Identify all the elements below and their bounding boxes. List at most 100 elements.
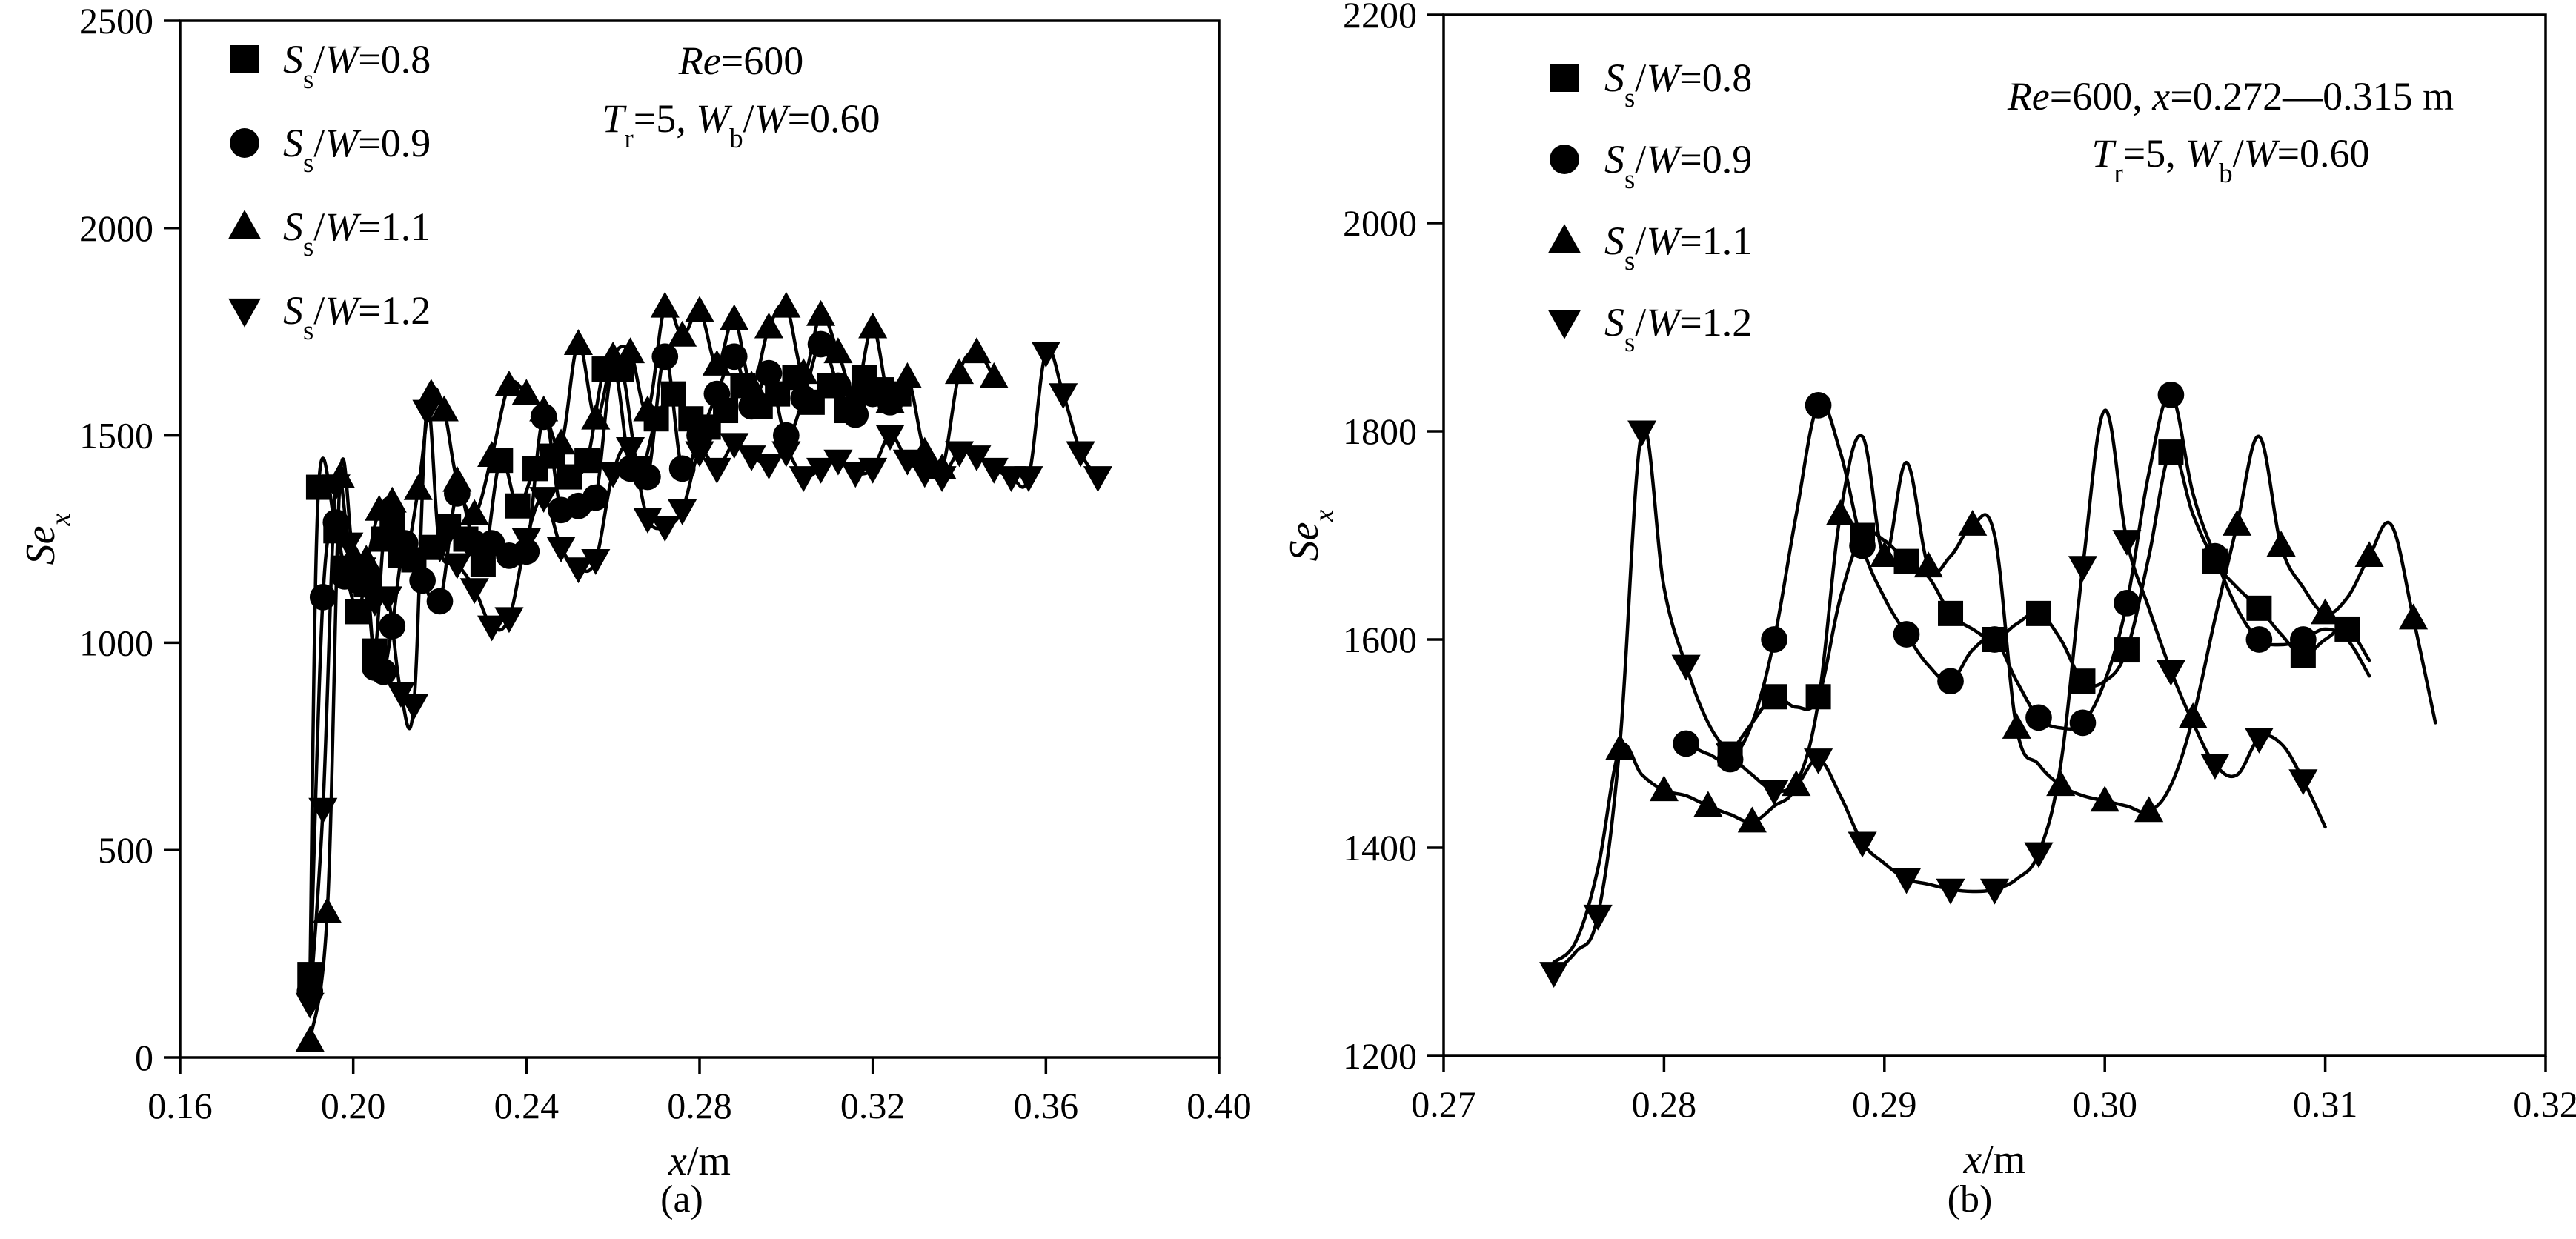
- y-tick-label: 2200: [1343, 0, 1417, 36]
- data-point-triangle-up: [615, 337, 645, 364]
- data-point-triangle-down: [1539, 962, 1569, 988]
- data-point-circle: [842, 401, 869, 428]
- data-point-triangle-up: [737, 371, 766, 396]
- condition-annotation: Re=600: [678, 39, 803, 83]
- data-point-circle: [1805, 392, 1832, 419]
- data-point-triangle-up: [962, 337, 992, 364]
- y-tick-label: 2500: [79, 0, 153, 41]
- legend-label: Ss/W=0.9: [283, 121, 431, 178]
- data-point-circle: [1893, 621, 1920, 648]
- data-point-triangle-up: [2134, 796, 2164, 823]
- data-point-square: [2246, 595, 2272, 621]
- data-point-triangle-up: [720, 304, 749, 330]
- data-point-triangle-up: [771, 291, 801, 318]
- data-point-triangle-up: [477, 441, 507, 468]
- data-point-circle: [738, 393, 765, 420]
- data-point-square: [345, 599, 371, 625]
- x-tick-label: 0.28: [1632, 1083, 1697, 1125]
- y-tick-label: 1600: [1343, 619, 1417, 660]
- series-circle: [296, 330, 903, 1005]
- data-point-triangle-down: [875, 425, 905, 451]
- data-point-triangle-down: [806, 457, 836, 484]
- data-point-triangle-down: [962, 445, 992, 471]
- data-point-triangle-up: [2311, 598, 2340, 625]
- x-tick-label: 0.28: [667, 1085, 732, 1126]
- data-point-triangle-up: [442, 465, 472, 492]
- legend-marker-square: [1550, 64, 1579, 92]
- x-tick-label: 0.27: [1411, 1083, 1476, 1125]
- data-point-triangle-up: [789, 358, 818, 385]
- data-point-triangle-down: [1627, 420, 1657, 447]
- panel-caption: (a): [660, 1178, 703, 1220]
- series-triangle-down: [295, 342, 1112, 1019]
- legend-marker-circle: [1550, 145, 1579, 174]
- data-point-circle: [703, 380, 731, 408]
- data-point-triangle-down: [321, 474, 351, 501]
- legend-marker-triangle-up: [228, 210, 261, 239]
- data-point-triangle-down: [347, 557, 376, 584]
- data-point-circle: [2069, 709, 2097, 737]
- legend-label: Ss/W=1.1: [283, 205, 431, 262]
- data-point-triangle-up: [295, 1026, 325, 1052]
- data-point-circle: [1981, 626, 2008, 653]
- data-point-triangle-down: [823, 449, 853, 476]
- data-point-triangle-up: [429, 395, 459, 422]
- data-point-triangle-down: [685, 441, 714, 468]
- plot-frame: [1442, 13, 2547, 1057]
- y-tick-label: 2000: [79, 207, 153, 249]
- data-point-square: [1938, 600, 1964, 626]
- data-point-triangle-down: [754, 454, 784, 480]
- data-point-square: [574, 448, 600, 474]
- chart-panel-b: 0.27 0.28 0.29 0.30 0.31 0.32 1200 1400 1600 1800…: [1281, 0, 2576, 1220]
- data-point-triangle-up: [2354, 541, 2384, 568]
- data-point-triangle-up: [313, 897, 342, 923]
- data-point-triangle-up: [1737, 806, 1767, 833]
- data-point-triangle-up: [1958, 510, 1988, 536]
- y-tick-label: 2000: [1343, 202, 1417, 244]
- y-tick-label: 1500: [79, 415, 153, 456]
- y-tick-label: 0: [135, 1037, 153, 1078]
- data-point-triangle-down: [1804, 748, 1833, 774]
- legend-marker-triangle-up: [1548, 224, 1581, 253]
- x-tick-label: 0.24: [494, 1085, 560, 1126]
- data-point-triangle-down: [399, 694, 428, 720]
- data-point-circle: [1849, 532, 1876, 559]
- data-point-square: [2070, 668, 2096, 694]
- data-point-triangle-up: [546, 428, 576, 455]
- data-point-triangle-up: [944, 358, 975, 385]
- data-point-triangle-down: [892, 449, 922, 476]
- y-axis-title: Sex: [18, 514, 76, 565]
- data-point-triangle-down: [1031, 342, 1060, 368]
- data-point-triangle-down: [1083, 466, 1112, 492]
- data-point-triangle-down: [2244, 728, 2274, 754]
- data-point-triangle-down: [442, 553, 472, 579]
- data-point-triangle-up: [377, 486, 407, 513]
- legend-label: Ss/W=0.8: [283, 37, 431, 94]
- y-tick-label: 1800: [1343, 411, 1417, 452]
- data-point-triangle-up: [875, 387, 905, 413]
- data-point-circle: [426, 588, 454, 615]
- data-point-triangle-down: [546, 537, 576, 563]
- panel-caption: (b): [1948, 1178, 1993, 1220]
- data-point-triangle-up: [840, 379, 870, 405]
- data-point-triangle-down: [840, 462, 870, 488]
- data-point-triangle-up: [1693, 791, 1723, 817]
- x-tick-label: 0.31: [2293, 1083, 2358, 1125]
- y-tick-label: 1000: [79, 622, 153, 663]
- data-point-triangle-down: [295, 992, 325, 1019]
- data-point-triangle-up: [563, 329, 593, 355]
- data-point-triangle-down: [668, 499, 697, 525]
- data-point-square: [1893, 548, 1919, 574]
- data-point-triangle-down: [1583, 904, 1613, 931]
- data-point-circle: [2025, 704, 2052, 731]
- legend-label: Ss/W=0.9: [1604, 137, 1752, 194]
- data-point-triangle-down: [494, 607, 524, 634]
- data-point-triangle-down: [2156, 660, 2185, 686]
- data-point-square: [2158, 439, 2184, 465]
- data-point-circle: [790, 385, 817, 412]
- data-point-square: [1762, 684, 1787, 710]
- data-point-triangle-down: [459, 578, 489, 605]
- x-tick-label: 0.40: [1186, 1085, 1252, 1126]
- data-point-triangle-up: [979, 362, 1009, 388]
